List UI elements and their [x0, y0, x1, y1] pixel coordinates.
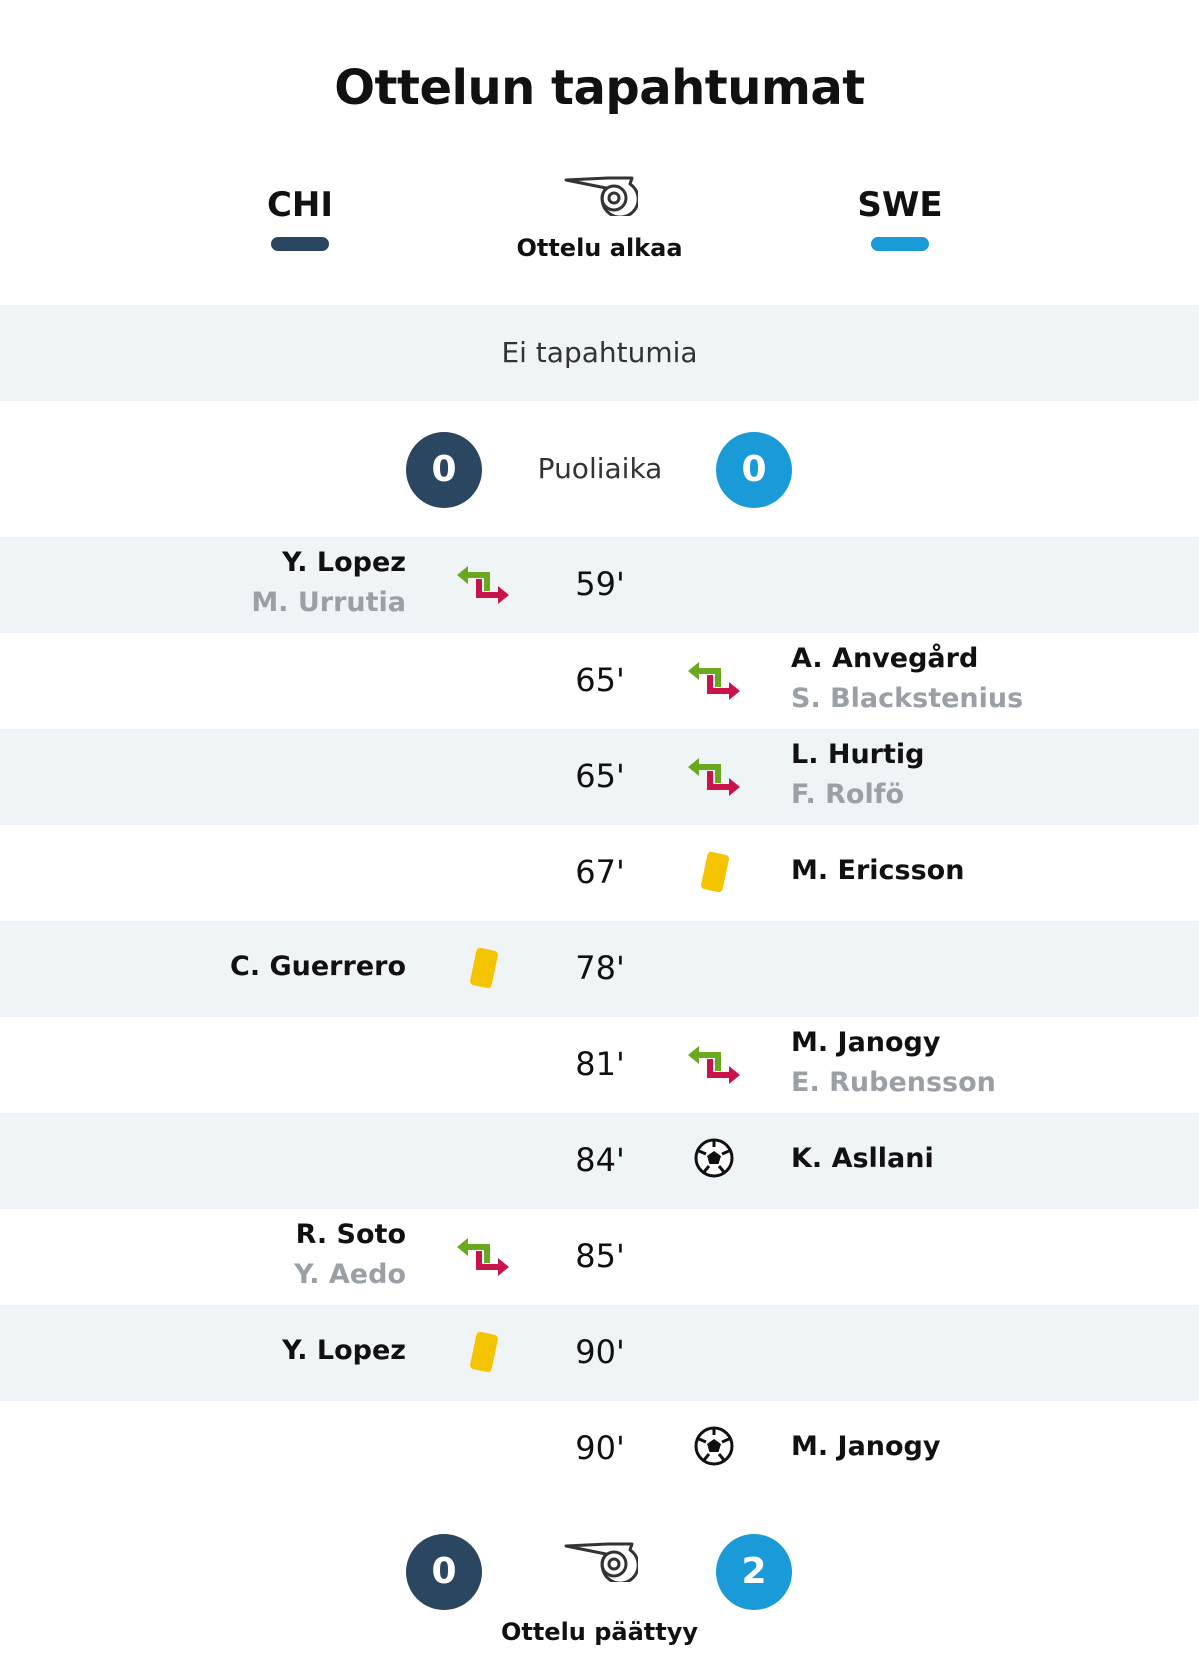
fulltime-away-score: 2 — [716, 1534, 792, 1610]
match-start-label: Ottelu alkaa — [516, 234, 683, 262]
event-minute: 65' — [575, 661, 625, 699]
whistle-icon — [564, 1542, 638, 1582]
event-row — [0, 1113, 1199, 1209]
event-row — [0, 921, 1199, 1017]
event-minute: 90' — [575, 1333, 625, 1371]
match-end-label: Ottelu päättyy — [500, 1618, 699, 1646]
halftime-away-score: 0 — [716, 432, 792, 508]
event-minute: 90' — [575, 1429, 625, 1467]
soccer-ball-icon — [693, 1137, 735, 1183]
player-name: M. Janogy — [791, 1431, 941, 1462]
event-minute: 78' — [575, 949, 625, 987]
away-team-header: SWE — [830, 185, 970, 251]
halftime-label: Puoliaika — [537, 452, 663, 485]
event-minute: 81' — [575, 1045, 625, 1083]
event-minute: 84' — [575, 1141, 625, 1179]
fulltime-home-score: 0 — [406, 1534, 482, 1610]
event-row — [0, 729, 1199, 825]
substitution-arrows-icon — [685, 753, 743, 805]
yellow-card-icon — [463, 945, 503, 997]
event-row — [0, 1305, 1199, 1401]
whistle-icon — [564, 176, 640, 219]
away-team-color-bar — [871, 237, 929, 251]
player-out-name: F. Rolfö — [791, 779, 905, 810]
home-team-abbr: CHI — [266, 185, 334, 225]
match-start: Ottelu alkaa — [0, 172, 1199, 262]
player-in-name: L. Hurtig — [791, 739, 925, 770]
substitution-arrows-icon — [685, 657, 743, 709]
substitution-arrows-icon — [454, 561, 512, 613]
player-in-name: M. Janogy — [791, 1027, 941, 1058]
player-name: M. Ericsson — [791, 855, 965, 886]
event-minute: 65' — [575, 757, 625, 795]
yellow-card-icon — [463, 1329, 503, 1381]
event-minute: 59' — [575, 565, 625, 603]
yellow-card-icon — [694, 849, 734, 901]
event-row — [0, 537, 1199, 633]
home-team-color-bar — [271, 237, 329, 251]
away-team-abbr: SWE — [857, 185, 943, 225]
player-in-name: R. Soto — [295, 1219, 406, 1250]
player-out-name: E. Rubensson — [791, 1067, 996, 1098]
home-team-header: CHI — [230, 185, 370, 251]
event-minute: 67' — [575, 853, 625, 891]
player-in-name: Y. Lopez — [282, 547, 406, 578]
player-name: Y. Lopez — [282, 1335, 406, 1366]
soccer-ball-icon — [693, 1425, 735, 1471]
player-out-name: Y. Aedo — [294, 1259, 406, 1290]
page-title: Ottelun tapahtumat — [334, 60, 865, 116]
substitution-arrows-icon — [685, 1041, 743, 1093]
player-in-name: A. Anvegård — [791, 643, 979, 674]
no-events-notice: Ei tapahtumia — [0, 305, 1199, 401]
substitution-arrows-icon — [454, 1233, 512, 1285]
player-out-name: M. Urrutia — [251, 587, 406, 618]
player-name: C. Guerrero — [230, 951, 406, 982]
halftime-home-score: 0 — [406, 432, 482, 508]
player-name: K. Asllani — [791, 1143, 934, 1174]
event-minute: 85' — [575, 1237, 625, 1275]
player-out-name: S. Blackstenius — [791, 683, 1024, 714]
